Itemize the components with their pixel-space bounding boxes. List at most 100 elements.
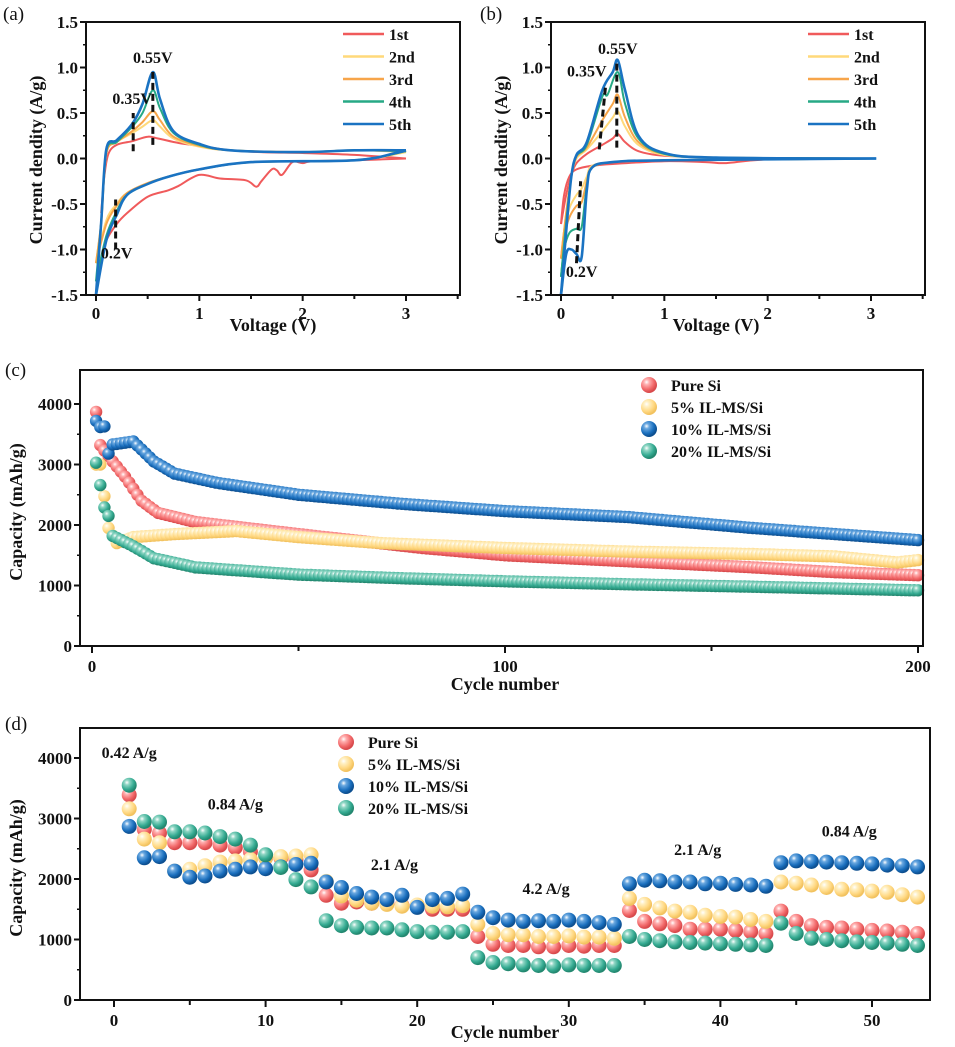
panel-d-legend-marker-5pct-il-ms-si [338,756,354,772]
data-point [167,863,183,879]
panel-b-xtick-label: 1 [660,304,669,323]
panel-d-xtick-label: 30 [560,1011,577,1030]
data-point [682,874,698,890]
panel-a-series [94,70,407,296]
data-point [606,930,622,946]
panel-b-legend-label-5th: 5th [854,117,876,134]
panel-c-xtick-label: 100 [492,657,518,676]
data-point [258,847,274,863]
data-point [591,915,607,931]
panel-a-annotations: 0.55V 0.35V 0.2V [101,50,173,263]
data-point [98,490,111,503]
panel-c-xtick-label: 200 [905,657,931,676]
data-point [911,584,925,597]
panel-d-legend-label-pure-si: Pure Si [368,735,418,752]
panel-d-frame [79,727,931,1001]
data-point [758,913,774,929]
panel-a-legend-label-3rd: 3rd [389,72,413,89]
panel-d-rate-annotation: 2.1 A/g [674,842,721,859]
data-point [333,918,349,934]
panel-a-xtick-label: 0 [92,304,101,323]
data-point [94,478,107,492]
panel-d-xtick-label: 50 [864,1011,881,1030]
data-point [394,922,410,938]
panel-d-xtick-label: 10 [257,1011,274,1030]
data-point [364,889,380,905]
data-point [773,855,789,871]
data-point [788,875,804,891]
data-point [318,887,334,903]
panel-c-series-5pct-il-ms-si [89,458,925,569]
panel-a-legend-label-2nd: 2nd [389,50,415,67]
data-point [758,878,774,894]
panel-a-series-2nd-anodic [95,119,407,264]
data-point [697,876,713,892]
panel-c-legend: Pure Si 5% IL-MS/Si 10% IL-MS/Si 20% IL-MS/… [641,377,772,461]
data-point [394,898,410,914]
panel-b-xtick-label: 2 [763,304,772,323]
panel-d-legend-label-5pct-il-ms-si: 5% IL-MS/Si [368,757,461,774]
data-point [667,874,683,890]
data-point [667,903,683,919]
data-point [834,933,850,949]
data-point [803,930,819,946]
panel-a-series-5th-anodic [94,70,407,296]
panel-c-frame [79,369,924,647]
panel-d-ytick-label: 1000 [38,931,72,950]
data-point [152,814,167,830]
panel-c-legend-marker-20pct-il-ms-si [641,443,657,459]
panel-c-legend-label-pure-si: Pure Si [671,378,721,395]
data-point [864,922,880,938]
panel-a-ytick-label: -1.5 [51,286,78,305]
data-point [424,924,440,940]
panel-b-axes: 1.5 1.0 0.5 0.0 -0.5 -1.0 -1.5 0 1 2 3 [516,13,924,323]
data-point [121,777,137,793]
panel-d-legend-marker-pure-si [338,734,354,750]
panel-d-xtick-label: 0 [110,1011,119,1030]
panel-d-ylabel: Capacity (mAh/g) [6,799,27,937]
panel-c-legend-marker-10pct-il-ms-si [641,421,657,437]
panel-a-xtick-label: 2 [298,304,307,323]
data-point [849,934,865,950]
data-point [911,533,925,547]
panel-c-ylabel: Capacity (mAh/g) [6,443,27,581]
data-point [546,958,562,974]
data-point [803,854,819,869]
panel-a-legend: 1st 2nd 3rd 4th 5th [343,27,415,134]
panel-b-series-2nd-cathodic [560,157,872,259]
panel-c-ytick-label: 2000 [38,516,72,535]
panel-d-legend-label-10pct-il-ms-si: 10% IL-MS/Si [368,779,469,796]
panel-b-legend-label-4th: 4th [854,95,876,112]
panel-d-rate-annotation: 0.84 A/g [822,824,877,841]
data-point [485,926,501,941]
data-point [318,874,334,890]
panel-a-ylabel: Current dendity (A/g) [26,76,47,245]
panel-d-series [121,777,925,974]
data-point [773,915,789,931]
data-point [379,920,395,936]
data-point [470,904,486,920]
panel-b-ytick-label: -0.5 [516,195,543,214]
data-point [182,835,198,851]
panel-a-series-1st-anodic [100,135,407,214]
data-point [637,872,653,888]
data-point [212,863,228,879]
data-point [197,868,213,884]
panel-c-legend-label-5pct-il-ms-si: 5% IL-MS/Si [671,400,764,417]
panel-c-xtick-label: 0 [88,657,97,676]
panel-a-series-5th-cathodic [94,149,407,296]
data-point [197,825,213,841]
panel-a-series-2nd-cathodic [95,151,407,264]
data-point [712,936,728,952]
data-point [485,955,501,970]
data-point [182,824,198,840]
panel-b-series-4th-cathodic [560,157,872,277]
panel-c-ytick-label: 0 [64,637,73,656]
panel-c-legend-label-10pct-il-ms-si: 10% IL-MS/Si [671,422,772,439]
panel-d-rate-plot: (d) 0.42 A/g 0.84 A/g 2.1 A/g 4.2 A/g 2.1 A/… [5,714,931,1042]
data-point [743,924,759,940]
data-point [288,872,304,888]
data-point [637,896,653,912]
data-point [273,849,289,865]
data-point [333,880,349,895]
